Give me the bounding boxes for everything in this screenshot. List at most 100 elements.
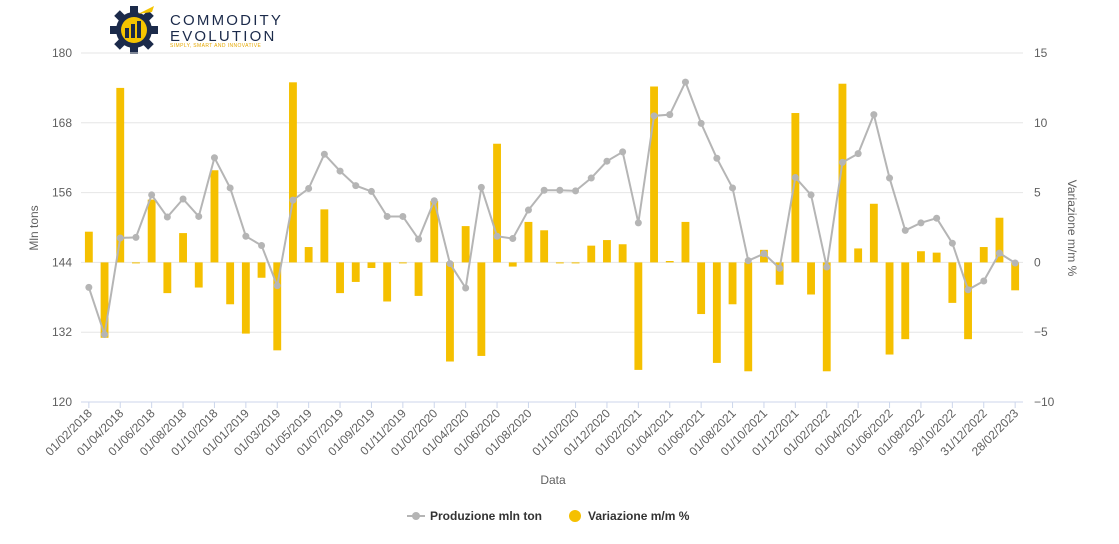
line-point[interactable]: [823, 263, 831, 271]
line-point[interactable]: [352, 182, 360, 190]
line-point[interactable]: [666, 111, 674, 119]
bar[interactable]: [163, 262, 172, 294]
bar[interactable]: [446, 262, 454, 362]
line-point[interactable]: [838, 158, 846, 166]
bar[interactable]: [618, 244, 627, 263]
bar[interactable]: [603, 240, 611, 263]
line-point[interactable]: [760, 250, 768, 258]
line-point[interactable]: [713, 154, 721, 162]
bar[interactable]: [132, 262, 140, 264]
line-point[interactable]: [776, 264, 784, 272]
bar[interactable]: [665, 261, 674, 263]
line-point[interactable]: [430, 197, 438, 205]
bar[interactable]: [508, 262, 517, 267]
line-point[interactable]: [854, 150, 862, 158]
bar[interactable]: [901, 262, 910, 340]
bar[interactable]: [995, 217, 1004, 263]
line-point[interactable]: [634, 219, 642, 227]
line-point[interactable]: [195, 212, 203, 220]
bar[interactable]: [885, 262, 894, 355]
line-point[interactable]: [807, 191, 815, 199]
line-point[interactable]: [289, 196, 297, 204]
line-point[interactable]: [446, 260, 454, 268]
bar[interactable]: [84, 231, 93, 263]
line-point[interactable]: [948, 239, 956, 247]
bar[interactable]: [351, 262, 360, 282]
line-point[interactable]: [524, 206, 532, 214]
bar[interactable]: [524, 221, 533, 263]
line-point[interactable]: [603, 157, 611, 165]
line-point[interactable]: [210, 154, 218, 162]
bar[interactable]: [948, 262, 957, 303]
bar[interactable]: [540, 230, 549, 263]
bar[interactable]: [367, 262, 376, 268]
bar[interactable]: [571, 262, 580, 264]
bar[interactable]: [147, 199, 156, 263]
line-point[interactable]: [477, 183, 485, 191]
line-point[interactable]: [681, 78, 689, 86]
bar[interactable]: [634, 262, 643, 370]
line-point[interactable]: [148, 191, 156, 199]
line-point[interactable]: [791, 173, 799, 181]
line-point[interactable]: [367, 187, 375, 195]
line-point[interactable]: [462, 284, 470, 292]
line-point[interactable]: [572, 187, 580, 195]
line-point[interactable]: [619, 148, 627, 156]
bar[interactable]: [210, 170, 219, 263]
bar[interactable]: [477, 262, 486, 356]
bar[interactable]: [241, 262, 250, 334]
line-point[interactable]: [917, 219, 925, 227]
bar[interactable]: [461, 226, 470, 263]
bar[interactable]: [289, 82, 297, 263]
bar[interactable]: [100, 262, 109, 338]
bar[interactable]: [681, 221, 690, 263]
bar[interactable]: [398, 262, 407, 264]
bar[interactable]: [1011, 262, 1020, 291]
line-point[interactable]: [163, 213, 171, 221]
line-point[interactable]: [556, 186, 564, 194]
bar[interactable]: [257, 262, 266, 278]
bar[interactable]: [838, 83, 847, 263]
bar[interactable]: [430, 200, 439, 263]
bar[interactable]: [979, 247, 988, 263]
bar[interactable]: [932, 252, 941, 263]
bar[interactable]: [791, 113, 800, 263]
line-point[interactable]: [886, 174, 894, 182]
line-point[interactable]: [870, 111, 878, 119]
bar[interactable]: [744, 262, 753, 372]
line-point[interactable]: [226, 184, 234, 192]
bar[interactable]: [712, 262, 721, 363]
bar[interactable]: [116, 87, 125, 263]
line-point[interactable]: [587, 174, 595, 182]
line-point[interactable]: [258, 242, 266, 250]
line-point[interactable]: [383, 212, 391, 220]
bar[interactable]: [822, 262, 831, 372]
line-point[interactable]: [273, 282, 281, 290]
bar[interactable]: [587, 245, 596, 263]
bar[interactable]: [336, 262, 344, 294]
line-point[interactable]: [399, 212, 407, 220]
line-point[interactable]: [980, 277, 988, 285]
legend[interactable]: Produzione mln ton Variazione m/m %: [407, 509, 690, 523]
line-point[interactable]: [697, 119, 705, 127]
legend-item-variation[interactable]: Variazione m/m %: [569, 509, 690, 523]
line-point[interactable]: [744, 257, 752, 265]
bar[interactable]: [917, 251, 925, 263]
bar[interactable]: [964, 262, 972, 340]
bar[interactable]: [555, 262, 564, 264]
bar[interactable]: [854, 248, 863, 263]
line-point[interactable]: [85, 283, 93, 291]
bar[interactable]: [697, 262, 706, 315]
line-point[interactable]: [415, 235, 423, 243]
line-point[interactable]: [116, 234, 124, 242]
line-point[interactable]: [650, 112, 658, 120]
legend-item-production[interactable]: Produzione mln ton: [407, 509, 542, 523]
line-point[interactable]: [540, 186, 548, 194]
bar[interactable]: [304, 247, 313, 263]
line-point[interactable]: [320, 150, 328, 158]
line-point[interactable]: [132, 233, 140, 241]
line-point[interactable]: [729, 184, 737, 192]
line-point[interactable]: [901, 226, 909, 234]
line-point[interactable]: [1011, 259, 1019, 267]
bar[interactable]: [226, 262, 235, 305]
